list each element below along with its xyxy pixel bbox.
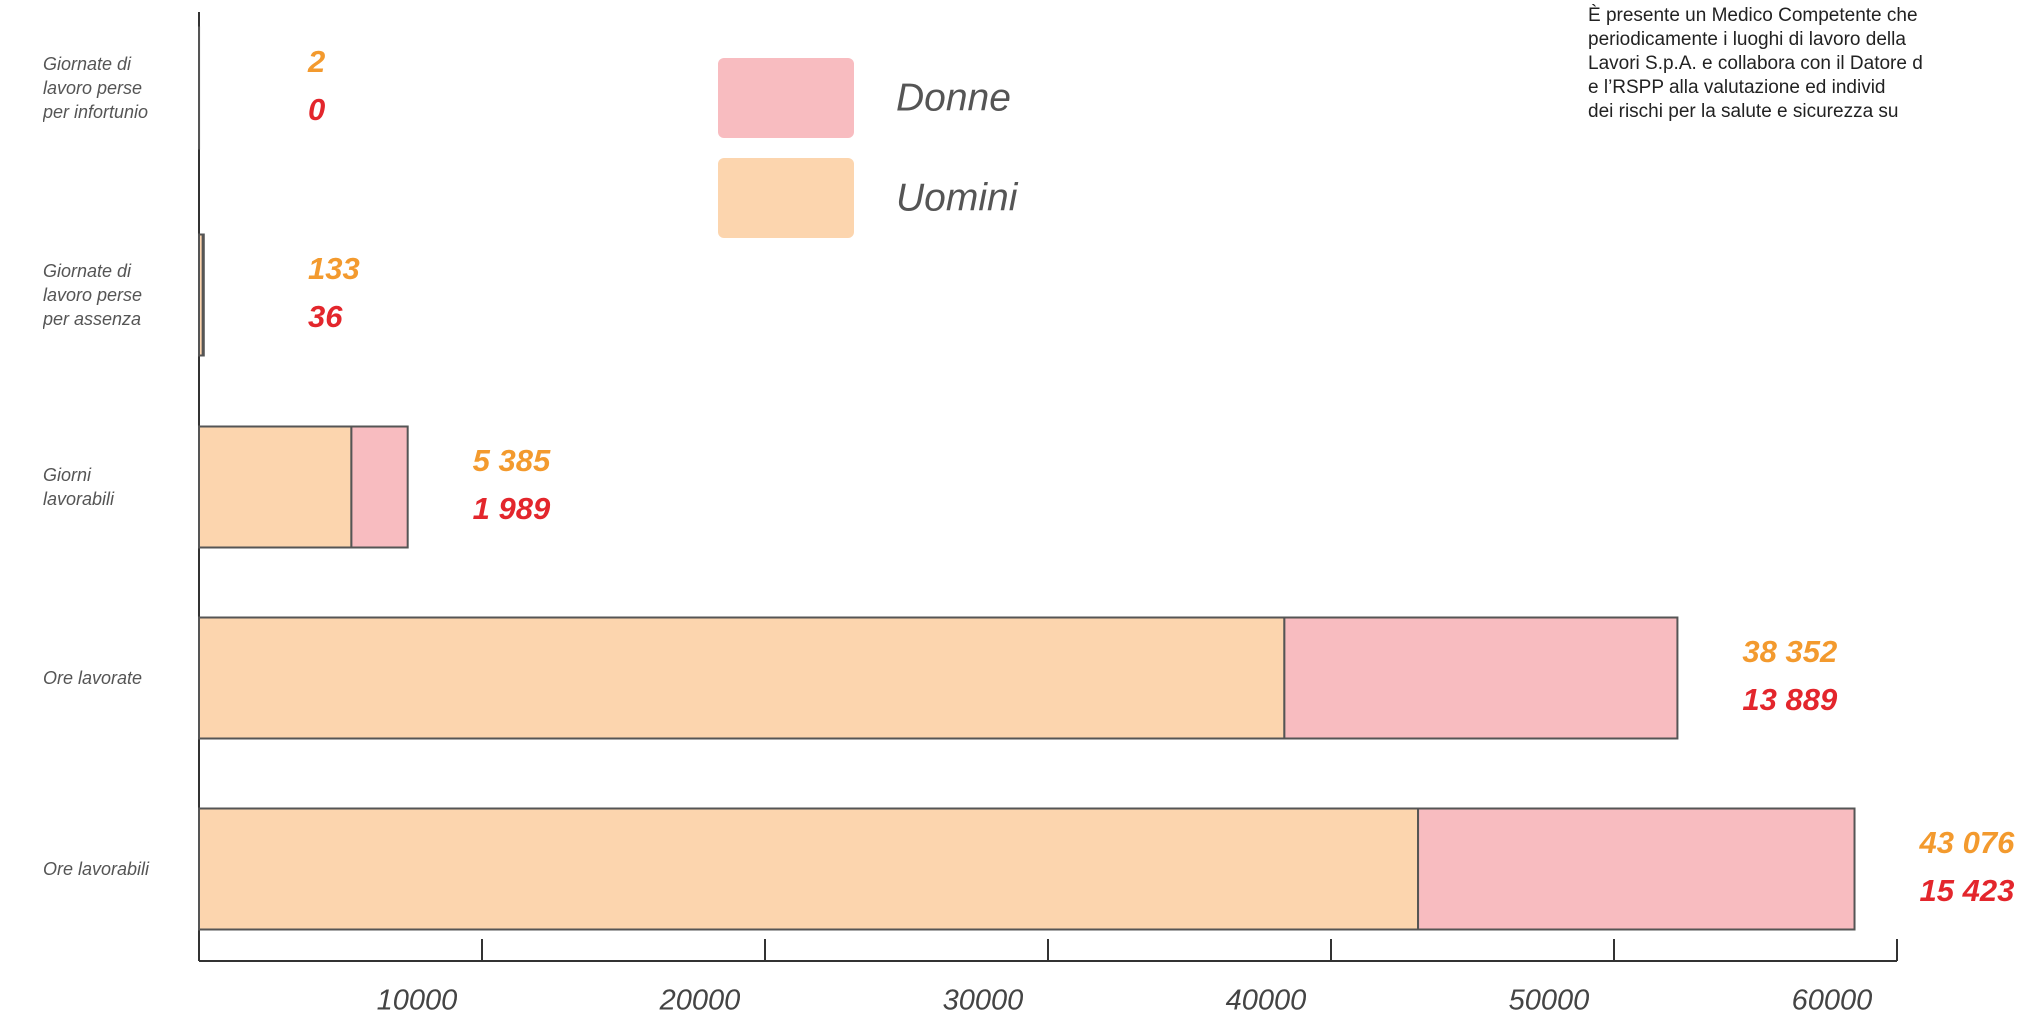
bar-segment [350,425,409,549]
category-label: Ore lavorate [43,668,143,688]
value-label: 5 385 [473,443,551,478]
x-tick-label: 30000 [943,985,1024,1017]
value-label: 36 [308,299,343,334]
bar-segment [198,807,1420,931]
annotation-line: dei rischi per la salute e sicurezza su [1588,101,1898,122]
value-label: 15 423 [1920,873,2015,908]
bar-segment [1283,616,1679,740]
bar-segment [1417,807,1856,931]
category-label-box: Giornate di lavoro perse per assenza [43,261,143,329]
value-label: 133 [308,251,360,286]
legend-swatch [718,158,854,238]
category-label-box: Ore lavorate [43,668,143,688]
annotation-line: Lavori S.p.A. e collabora con il Datore … [1588,53,1923,74]
annotation-line: È presente un Medico Competente che [1588,5,1918,26]
category-label: Ore lavorabili [43,859,150,879]
x-tick-label: 50000 [1509,985,1590,1017]
category-label-box: Ore lavorabili [43,859,150,879]
x-tick-label: 10000 [377,985,458,1017]
legend-label: Uomini [896,176,1019,219]
annotation-line: e l’RSPP alla valutazione ed individ [1588,77,1886,98]
x-tick-label: 40000 [1226,985,1307,1017]
x-tick-label: 60000 [1792,985,1873,1017]
annotation-line: periodicamente i luoghi di lavoro della [1588,29,1906,50]
value-label: 13 889 [1742,682,1838,717]
value-label: 2 [307,44,325,79]
value-label: 1 989 [473,491,551,526]
bar-segment [198,616,1286,740]
category-label: Giornate di lavoro perse per assenza [43,261,143,329]
category-label: Giorni lavorabili [43,465,115,509]
legend-swatch [718,58,854,138]
category-label: Giornate di lavoro perse per infortunio [43,54,149,122]
value-label: 0 [308,92,325,127]
value-label: 38 352 [1742,634,1837,669]
category-label-box: Giorni lavorabili [43,465,115,509]
bar-segment [201,233,205,357]
category-label-box: Giornate di lavoro perse per infortunio [43,54,149,122]
value-label: 43 076 [1919,825,2016,860]
legend-label: Donne [896,76,1011,119]
bar-segment [198,425,353,549]
x-tick-label: 20000 [659,985,741,1017]
